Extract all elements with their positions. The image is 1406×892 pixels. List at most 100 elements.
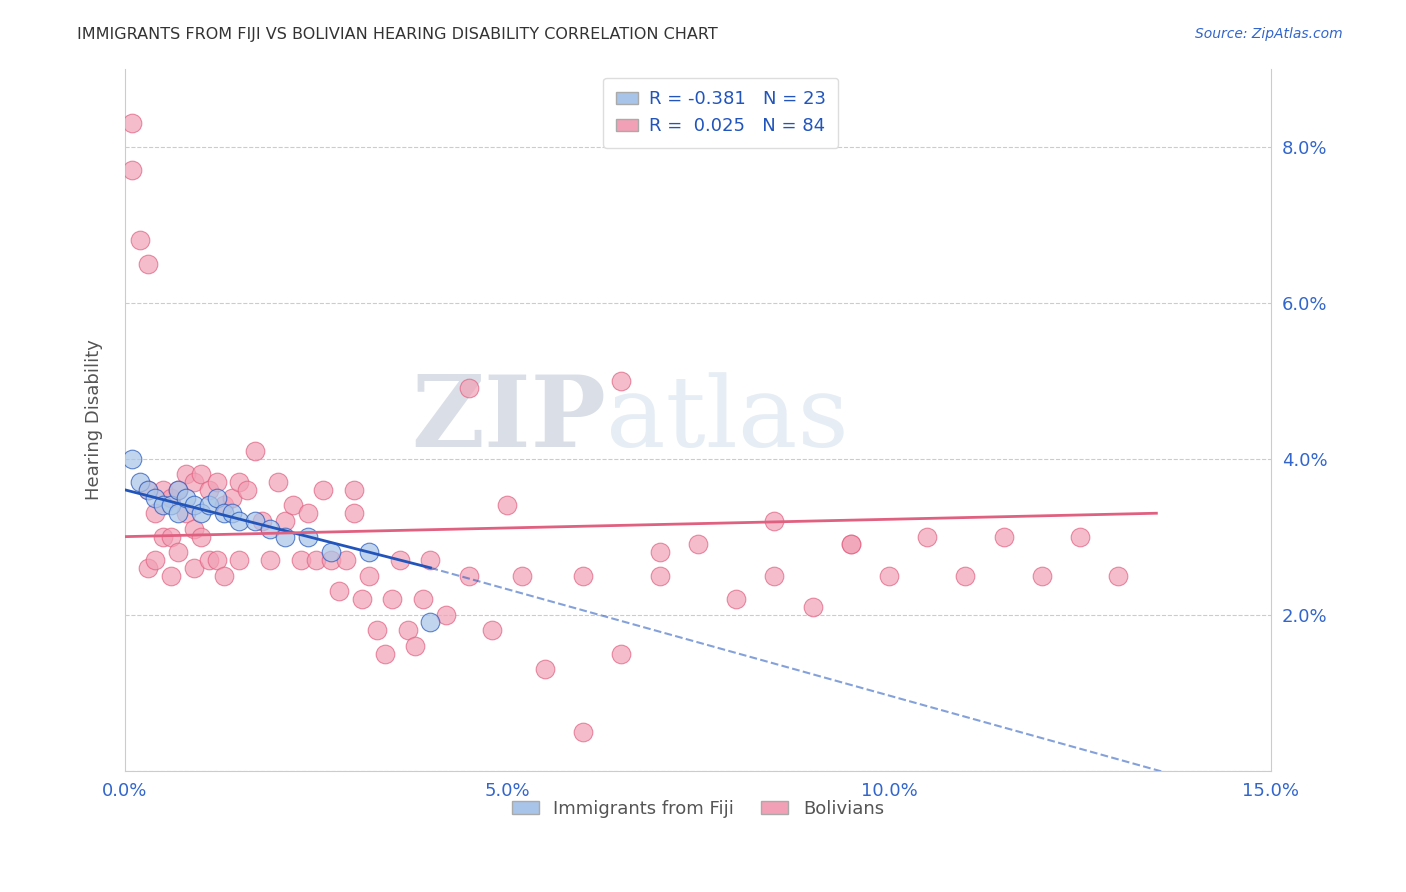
Point [274,530,297,544]
Point [686,537,709,551]
Text: atlas: atlas [606,372,849,467]
Point [801,599,824,614]
Point [419,615,441,630]
Point [121,116,143,130]
Point [534,662,557,676]
Point [321,553,343,567]
Point [145,491,167,505]
Point [167,506,190,520]
Point [205,553,228,567]
Point [236,483,259,497]
Point [259,522,281,536]
Point [243,514,266,528]
Point [839,537,862,551]
Point [374,647,396,661]
Point [839,537,862,551]
Point [1069,530,1091,544]
Point [610,374,633,388]
Point [297,530,319,544]
Point [228,475,250,489]
Point [145,506,167,520]
Point [259,553,281,567]
Point [121,451,143,466]
Point [174,467,197,482]
Point [190,506,212,520]
Point [496,499,519,513]
Point [152,530,174,544]
Point [190,467,212,482]
Point [274,514,297,528]
Point [129,475,152,489]
Point [121,163,143,178]
Point [610,647,633,661]
Point [159,530,181,544]
Point [359,545,381,559]
Point [434,607,457,622]
Point [572,568,595,582]
Text: ZIP: ZIP [412,371,606,468]
Point [174,506,197,520]
Point [167,545,190,559]
Point [343,483,366,497]
Point [388,553,411,567]
Point [205,491,228,505]
Point [725,592,748,607]
Point [290,553,312,567]
Point [457,381,479,395]
Point [381,592,404,607]
Point [359,568,381,582]
Point [212,499,235,513]
Point [877,568,900,582]
Point [167,483,190,497]
Point [321,545,343,559]
Y-axis label: Hearing Disability: Hearing Disability [86,339,103,500]
Point [312,483,335,497]
Point [198,553,221,567]
Point [183,561,205,575]
Point [183,475,205,489]
Point [404,639,426,653]
Point [205,475,228,489]
Point [136,483,159,497]
Point [212,506,235,520]
Legend: Immigrants from Fiji, Bolivians: Immigrants from Fiji, Bolivians [505,792,891,825]
Point [183,499,205,513]
Point [136,256,159,270]
Point [366,624,388,638]
Point [412,592,434,607]
Point [993,530,1015,544]
Point [343,506,366,520]
Text: Source: ZipAtlas.com: Source: ZipAtlas.com [1195,27,1343,41]
Point [1107,568,1129,582]
Point [763,514,786,528]
Point [159,568,181,582]
Point [198,483,221,497]
Point [228,514,250,528]
Point [228,553,250,567]
Point [198,499,221,513]
Point [129,233,152,247]
Point [221,491,243,505]
Point [335,553,357,567]
Point [243,443,266,458]
Point [419,553,441,567]
Point [145,553,167,567]
Point [252,514,274,528]
Point [481,624,503,638]
Point [457,568,479,582]
Text: IMMIGRANTS FROM FIJI VS BOLIVIAN HEARING DISABILITY CORRELATION CHART: IMMIGRANTS FROM FIJI VS BOLIVIAN HEARING… [77,27,718,42]
Point [350,592,373,607]
Point [648,545,671,559]
Point [190,530,212,544]
Point [396,624,419,638]
Point [763,568,786,582]
Point [152,499,174,513]
Point [305,553,328,567]
Point [183,522,205,536]
Point [159,499,181,513]
Point [572,724,595,739]
Point [212,568,235,582]
Point [159,491,181,505]
Point [297,506,319,520]
Point [328,584,350,599]
